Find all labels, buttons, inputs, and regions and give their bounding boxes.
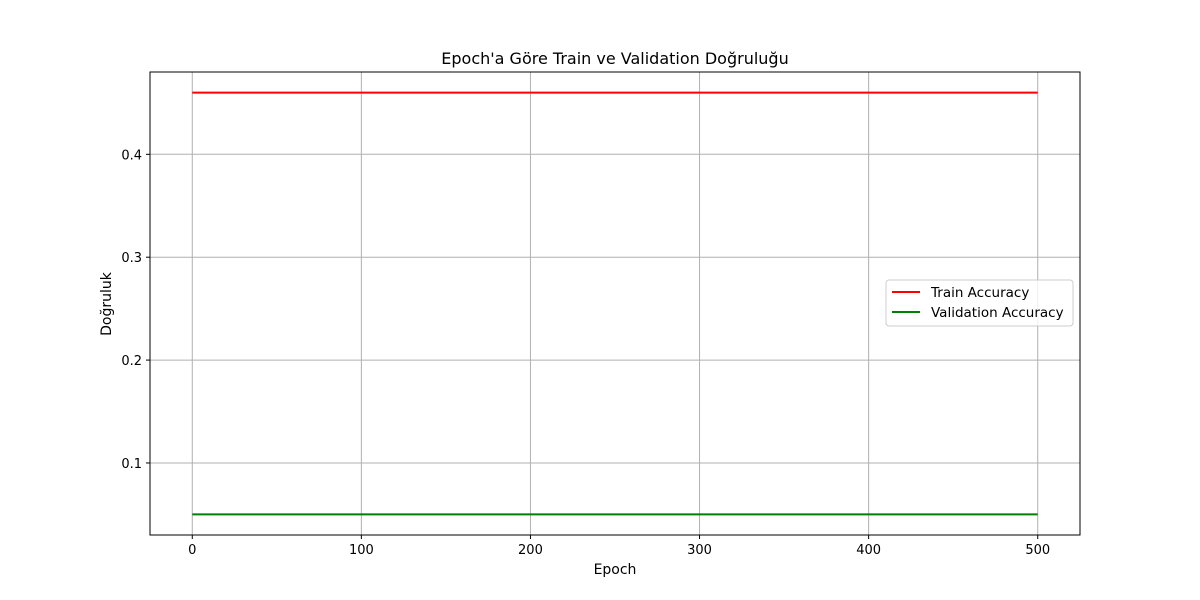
legend-box: [885, 279, 1074, 327]
axis-ticks: 0 100 200 300 400 500 0.1 0.2 0.3 0.4: [121, 148, 1050, 558]
x-tick-label: 300: [687, 543, 712, 558]
y-tick-label: 0.3: [121, 251, 142, 266]
series-lines: [192, 91, 1038, 516]
y-tick-label: 0.1: [121, 457, 142, 472]
x-tick-label: 100: [349, 543, 374, 558]
plot-frame: [149, 71, 1081, 536]
y-tick-label: 0.4: [121, 148, 142, 163]
x-axis-title: Epoch: [594, 562, 637, 578]
x-tick-label: 0: [188, 543, 196, 558]
legend: Train Accuracy Validation Accuracy: [885, 279, 1074, 327]
y-axis-title: Doğruluk: [99, 271, 115, 336]
x-tick-label: 200: [518, 543, 543, 558]
legend-label: Train Accuracy: [930, 285, 1029, 301]
x-tick-label: 400: [856, 543, 881, 558]
y-tick-label: 0.2: [121, 354, 142, 369]
chart-title: Epoch'a Göre Train ve Validation Doğrulu…: [441, 49, 788, 68]
x-tick-label: 500: [1025, 543, 1050, 558]
legend-label: Validation Accuracy: [931, 305, 1064, 321]
